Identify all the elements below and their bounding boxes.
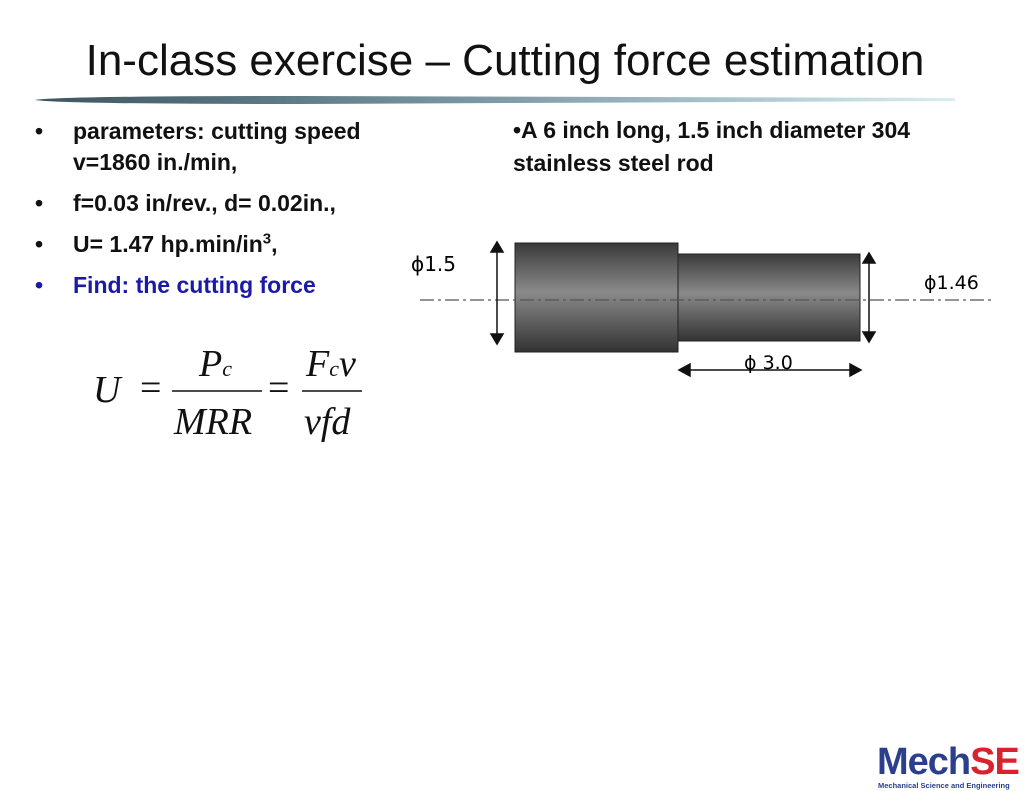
math-sub: c [222,356,232,381]
math-symbol: U [93,369,121,411]
rod-small [677,253,861,342]
bullet: U= 1.47 hp.min/in3, [35,229,435,260]
math-symbol: = [268,367,290,409]
logo: MechSE [877,741,1020,783]
description: •A 6 inch long, 1.5 inch diameter 304 st… [513,117,911,176]
math-symbol: vfd [304,401,351,443]
bullet-tail: , [271,231,278,257]
bullet: Find: the cutting force [35,270,435,301]
dimension-arrows [489,240,877,378]
bullet-list: parameters: cutting speed v=1860 in./min… [35,116,435,311]
math-base: v [338,343,356,385]
dim-label: ϕ1.46 [924,272,979,294]
bullet: f=0.03 in/rev., d= 0.02in., [35,188,435,219]
logo-mech: Mech [877,741,971,783]
logo-se: SE [970,741,1020,783]
math-base: P [199,343,223,385]
superscript: 3 [262,230,272,248]
slide-title: In-class exercise – Cutting force estima… [85,36,925,85]
bullet: parameters: cutting speed v=1860 in./min… [35,116,435,178]
math-symbol: = [140,367,162,409]
math-base: F [306,343,330,385]
dim-label: ϕ1.5 [411,252,456,276]
dim-label: ϕ 3.0 [744,352,793,374]
math-symbol: Fcv [306,342,356,386]
rod-large [514,242,679,353]
bullet-text: U= 1.47 hp.min/in [73,231,263,257]
logo-caption: Mechanical Science and Engineering [878,781,1010,790]
math-symbol: Pc [199,342,232,386]
divider [35,96,955,104]
math-symbol: MRR [174,401,253,443]
math-sub: c [329,356,339,381]
